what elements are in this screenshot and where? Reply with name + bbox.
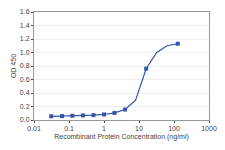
svg-text:1.0: 1.0	[20, 49, 30, 56]
svg-text:OD 450: OD 450	[10, 54, 17, 78]
svg-text:10: 10	[135, 125, 143, 132]
svg-text:1.2: 1.2	[20, 35, 30, 42]
svg-text:1000: 1000	[201, 125, 217, 132]
svg-text:0.4: 0.4	[20, 89, 30, 96]
svg-text:0.1: 0.1	[64, 125, 74, 132]
svg-text:Recombinant Protein Concentrat: Recombinant Protein Concentration (ng/ml…	[54, 133, 189, 141]
svg-text:1: 1	[102, 125, 106, 132]
svg-text:100: 100	[168, 125, 180, 132]
svg-text:0.2: 0.2	[20, 103, 30, 110]
svg-text:1.4: 1.4	[20, 22, 30, 29]
svg-text:0.01: 0.01	[27, 125, 41, 132]
svg-text:0.6: 0.6	[20, 76, 30, 83]
svg-text:0.8: 0.8	[20, 62, 30, 69]
svg-text:0.0: 0.0	[20, 116, 30, 123]
svg-text:1.6: 1.6	[20, 8, 30, 15]
